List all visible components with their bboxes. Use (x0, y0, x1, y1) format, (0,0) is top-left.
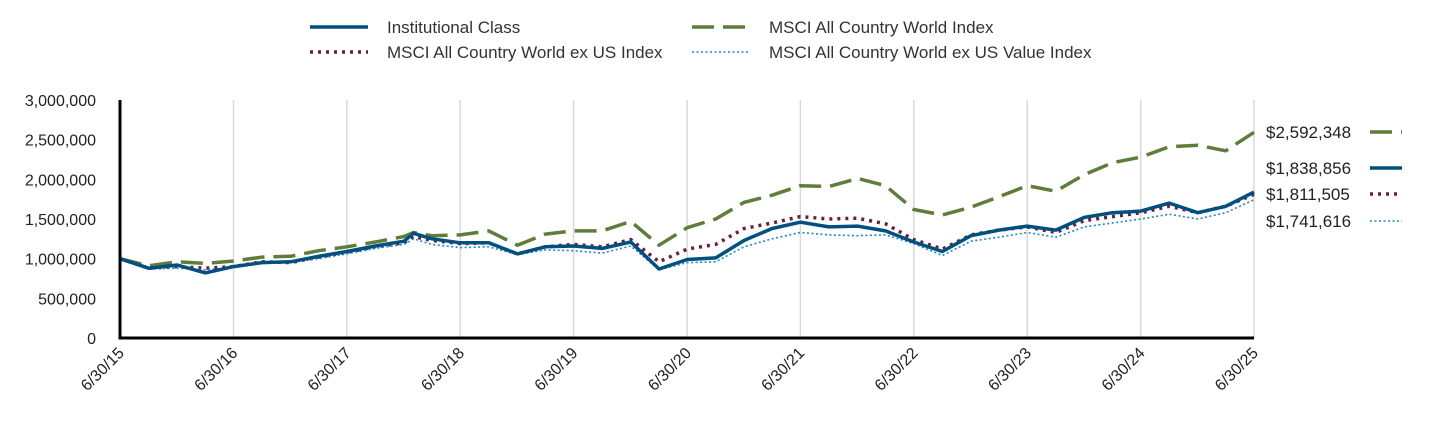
y-tick-label: 3,000,000 (25, 93, 96, 110)
y-tick-label: 2,000,000 (25, 172, 96, 189)
y-tick-label: 500,000 (38, 291, 96, 308)
x-tick-label: 6/30/18 (418, 345, 468, 395)
x-tick-label: 6/30/15 (78, 345, 128, 395)
y-tick-label: 1,500,000 (25, 212, 96, 229)
x-tick-label: 6/30/20 (645, 345, 695, 395)
axes (118, 100, 1254, 340)
legend-label-2: MSCI All Country World ex US Index (387, 43, 663, 62)
series-line-1 (119, 130, 1255, 268)
legend: Institutional Class MSCI All Country Worl… (310, 18, 1092, 62)
series-line-0 (119, 190, 1255, 275)
series-lines (119, 130, 1255, 275)
x-tick-label: 6/30/19 (532, 345, 582, 395)
vertical-gridlines (232, 100, 1255, 338)
end-label-1: $2,592,348 (1266, 123, 1351, 142)
series-line-2 (119, 192, 1255, 270)
x-tick-label: 6/30/23 (985, 345, 1035, 395)
legend-label-3: MSCI All Country World ex US Value Index (769, 43, 1092, 62)
y-tick-label: 2,500,000 (25, 133, 96, 150)
end-value-labels: $2,592,348 $1,838,856 $1,811,505 $1,741,616 (1266, 123, 1402, 231)
x-tick-label: 6/30/24 (1099, 345, 1149, 395)
y-tick-label: 0 (87, 331, 96, 348)
x-tick-label: 6/30/17 (305, 345, 355, 395)
x-axis-tick-labels: 6/30/15 6/30/16 6/30/17 6/30/18 6/30/19 6/30/… (78, 345, 1262, 395)
end-label-2: $1,811,505 (1266, 185, 1350, 204)
end-label-0: $1,838,856 (1266, 159, 1351, 178)
x-tick-label: 6/30/16 (192, 345, 242, 395)
x-tick-label: 6/30/25 (1212, 345, 1262, 395)
series-line-3 (119, 199, 1255, 271)
x-tick-label: 6/30/21 (758, 345, 808, 395)
legend-label-1: MSCI All Country World Index (769, 18, 994, 37)
end-label-3: $1,741,616 (1266, 212, 1351, 231)
legend-label-0: Institutional Class (387, 18, 520, 37)
y-axis-tick-labels: 0 500,000 1,000,000 1,500,000 2,000,000 2,500… (25, 93, 96, 348)
x-tick-label: 6/30/22 (872, 345, 922, 395)
y-tick-label: 1,000,000 (25, 252, 96, 269)
